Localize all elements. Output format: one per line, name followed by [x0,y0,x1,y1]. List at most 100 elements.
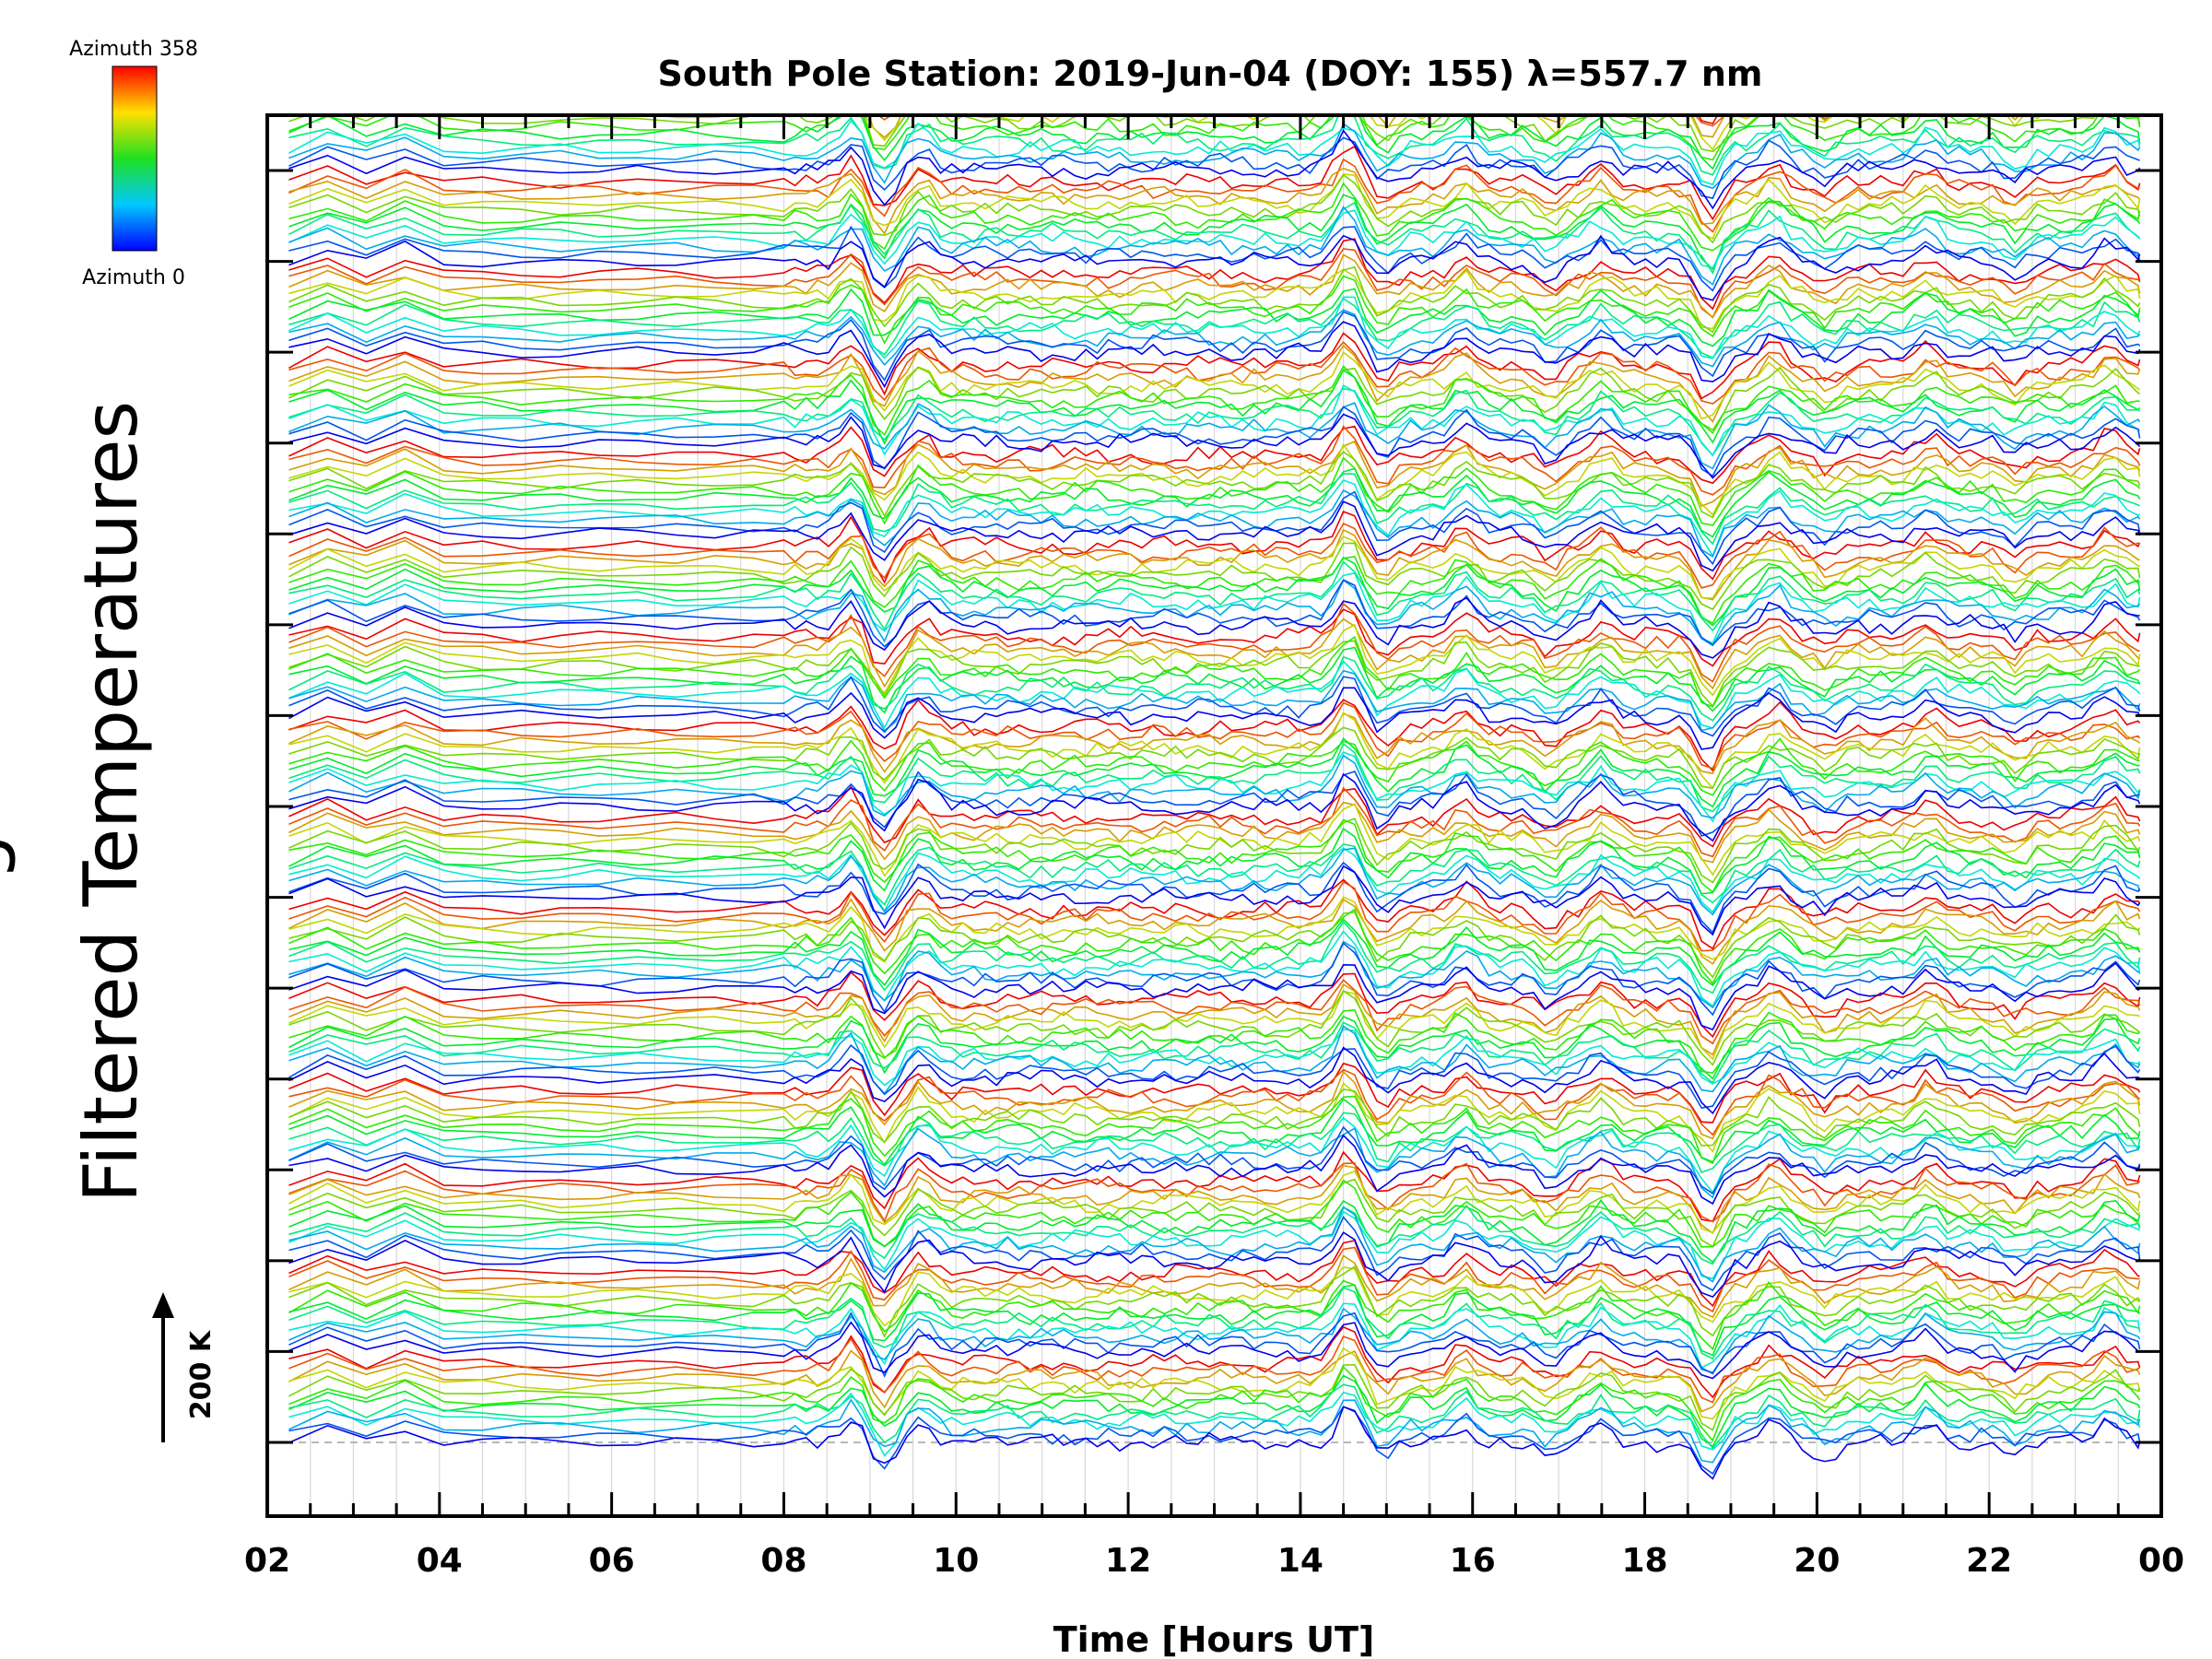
colorbar-top-label: Azimuth 358 [69,38,198,61]
azimuth-series-line [288,754,2141,819]
azimuth-series-line [288,1287,2141,1360]
colorbar-bottom-label: Azimuth 0 [82,266,185,289]
azimuth-series-line [288,479,2141,558]
grid-lines [286,115,2143,1516]
azimuth-series-line [288,387,2141,457]
azimuth-series-line [288,579,2141,647]
azimuth-series-line [288,982,2141,1056]
azimuth-series-line [288,528,2140,601]
azimuth-series-line [288,1307,2141,1374]
azimuth-series-line [288,1170,2141,1234]
azimuth-series-line [288,1398,2141,1464]
azimuth-series-line [288,1363,2141,1431]
data-series-group [288,115,2141,1480]
azimuth-series-line [288,268,2141,330]
x-tick-label: 16 [1450,1542,1496,1580]
azimuth-series-line [288,1284,2141,1357]
azimuth-series-line [288,1335,2141,1404]
x-tick-label: 18 [1621,1542,1667,1580]
azimuth-series-line [288,918,2141,987]
azimuth-series-line [288,158,2140,233]
azimuth-series-line [288,560,2141,632]
azimuth-series-line [288,660,2141,729]
azimuth-series-line [288,115,2141,176]
azimuth-series-line [288,332,2141,400]
azimuth-series-line [288,847,2141,913]
azimuth-series-line [288,1199,2141,1264]
azimuth-series-line [288,1210,2141,1280]
azimuth-series-line [288,1164,2141,1235]
x-tick-labels: 02 04 06 08 10 12 14 16 18 20 22 00 [244,1542,2184,1580]
azimuth-series-line [288,1254,2141,1319]
azimuth-series-line [288,350,2141,420]
azimuth-series-line [288,209,2141,269]
azimuth-series-line [288,880,2141,952]
azimuth-series-line [288,1349,2141,1413]
azimuth-series-line [288,309,2141,368]
azimuth-series-line [288,1150,2141,1223]
azimuth-series-line [288,321,2141,389]
azimuth-series-line [288,1025,2141,1095]
azimuth-series-line [288,623,2141,697]
azimuth-series-line [288,1046,2141,1115]
azimuth-series-line [288,1206,2141,1283]
azimuth-series-line [288,275,2141,345]
azimuth-series-line [288,861,2141,935]
azimuth-series-line [288,979,2141,1045]
azimuth-series-line [288,961,2141,1031]
azimuth-series-line [288,1082,2141,1153]
azimuth-series-line [288,1095,2141,1165]
colorbar: Azimuth 358 Azimuth 0 [69,38,198,289]
azimuth-series-line [288,1383,2141,1450]
azimuth-series-line [288,311,2141,382]
x-axis-label: Time [Hours UT] [1053,1619,1375,1659]
azimuth-series-line [288,655,2141,722]
azimuth-series-line [288,571,2141,644]
azimuth-series-line [288,1302,2141,1369]
azimuth-series-line [288,771,2140,837]
azimuth-series-line [288,467,2141,538]
azimuth-series-line [288,425,2141,485]
colorbar-gradient [112,65,158,252]
azimuth-series-line [288,451,2141,519]
x-tick-label: 10 [933,1542,979,1580]
azimuth-series-line [288,712,2141,790]
azimuth-series-line [288,1231,2141,1299]
azimuth-series-line [288,173,2141,241]
azimuth-series-line [288,296,2141,359]
azimuth-series-line [288,413,2141,479]
azimuth-series-line [288,699,2141,772]
azimuth-series-line [288,115,2141,171]
azimuth-series-line [288,737,2140,796]
azimuth-series-line [288,818,2141,884]
azimuth-series-line [288,921,2141,994]
azimuth-series-line [288,1127,2141,1199]
azimuth-series-line [288,440,2141,508]
azimuth-series-line [288,847,2141,916]
azimuth-series-line [288,1265,2141,1338]
azimuth-series-line [288,908,2141,985]
azimuth-series-line [288,726,2141,790]
azimuth-series-line [288,1279,2141,1351]
azimuth-series-line [288,365,2140,437]
azimuth-series-line [288,1125,2141,1195]
azimuth-series-line [288,556,2141,627]
azimuth-series-line [288,898,2141,965]
azimuth-series-line [288,542,2141,611]
azimuth-series-line [288,1265,2141,1327]
azimuth-series-line [288,990,2140,1061]
azimuth-series-line [288,129,2141,210]
x-tick-label: 06 [589,1542,635,1580]
azimuth-series-line [288,878,2141,950]
scale-bar: 200 K [152,1292,218,1442]
azimuth-series-line [288,173,2141,244]
azimuth-series-line [288,971,2141,1039]
azimuth-series-line [288,456,2141,526]
azimuth-series-line [288,225,2141,292]
x-tick-label: 20 [1794,1542,1840,1580]
azimuth-series-line [288,234,2141,301]
azimuth-series-line [288,687,2141,750]
azimuth-series-line [288,1312,2141,1378]
azimuth-series-line [288,535,2140,599]
